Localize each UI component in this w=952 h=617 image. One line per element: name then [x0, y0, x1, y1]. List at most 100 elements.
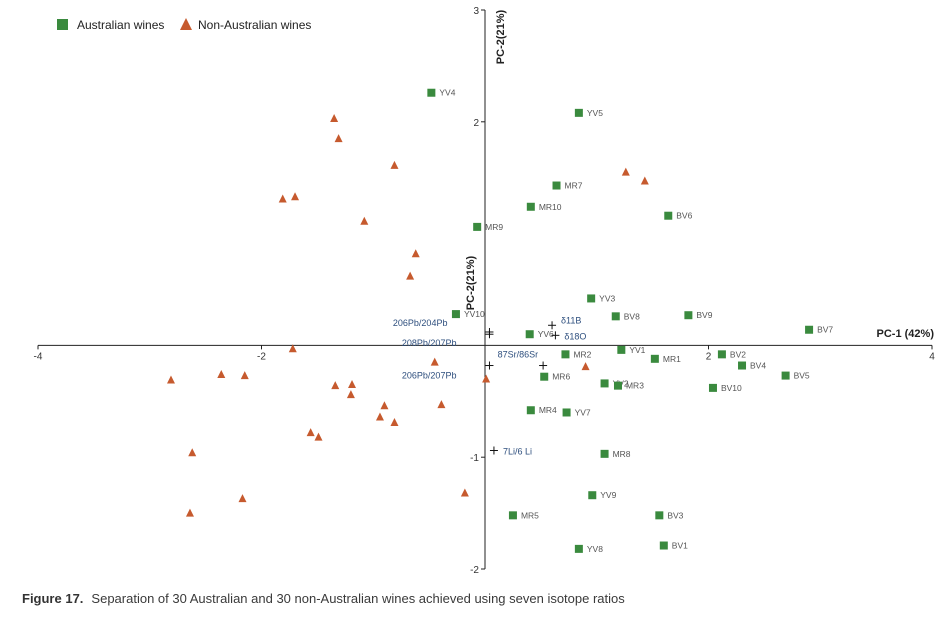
point-label: BV4: [750, 361, 766, 371]
vector-label: δ18O: [564, 331, 586, 341]
non-australian-point: [390, 160, 399, 169]
australian-point: [540, 372, 549, 381]
axes: [38, 10, 932, 569]
legend-label-australian: Australian wines: [77, 18, 164, 32]
point-label: MR7: [565, 181, 583, 191]
point-label: YV7: [575, 407, 591, 417]
x-tick-label: 2: [706, 351, 712, 362]
australian-point: [600, 379, 609, 388]
australian-point: [427, 88, 436, 97]
y-tick-label: -2: [470, 565, 479, 576]
point-label: YV6: [538, 329, 554, 339]
non-australian-point: [460, 488, 469, 497]
x-tick-label: -4: [34, 351, 43, 362]
non-australian-point: [360, 216, 369, 225]
non-australian-point: [291, 192, 300, 201]
point-label: BV8: [624, 311, 640, 321]
point-label: YV10: [464, 309, 485, 319]
non-australian-point: [314, 432, 323, 441]
non-australian-point: [288, 344, 297, 353]
y-axis-label-inner: PC-2(21%): [465, 255, 477, 310]
australian-point: [650, 354, 659, 363]
point-label: YV9: [600, 490, 616, 500]
non-australian-point: [380, 401, 389, 410]
figure-number: Figure 17.: [22, 591, 84, 606]
point-label: BV9: [696, 310, 712, 320]
point-label: MR1: [663, 354, 681, 364]
non-australian-point: [240, 371, 249, 380]
point-label: MR10: [539, 202, 562, 212]
legend-label-non-australian: Non-Australian wines: [198, 18, 311, 32]
data-markers: YV4 YV5 MR7 MR10 BV6 MR9 YV3 BV8 BV9 YV10 BV7 YV6 YV…: [166, 88, 833, 554]
point-label: YV1: [629, 345, 645, 355]
point-label: YV3: [599, 293, 615, 303]
point-label: BV5: [794, 371, 810, 381]
non-australian-point: [348, 380, 357, 389]
non-australian-point: [306, 428, 315, 437]
point-label: MR3: [626, 381, 644, 391]
australian-point: [717, 350, 726, 359]
non-australian-point: [331, 381, 340, 390]
non-australian-point: [581, 362, 590, 371]
australian-point: [611, 312, 620, 321]
y-tick-label: -1: [470, 453, 479, 464]
point-label: MR5: [521, 510, 539, 520]
point-label: YV4: [439, 88, 455, 98]
figure-caption: Figure 17. Separation of 30 Australian an…: [22, 591, 625, 606]
vector-label: 87Sr/86Sr: [498, 350, 539, 360]
point-label: YV5: [587, 108, 603, 118]
australian-point: [655, 511, 664, 520]
point-label: BV1: [672, 541, 688, 551]
australian-point: [684, 311, 693, 320]
australian-point: [526, 202, 535, 211]
australian-point: [525, 330, 534, 339]
australian-point: [552, 181, 561, 190]
x-tick-label: 4: [929, 351, 935, 362]
australian-point: [574, 108, 583, 117]
non-australian-point: [437, 400, 446, 409]
point-label: BV2: [730, 349, 746, 359]
non-australian-point: [375, 412, 384, 421]
vector-label: 7Li/6 Li: [503, 446, 532, 456]
non-australian-point: [640, 176, 649, 185]
non-australian-point: [278, 194, 287, 203]
australian-point: [708, 383, 717, 392]
vector-label: 206Pb/207Pb: [402, 371, 457, 381]
australian-point: [781, 371, 790, 380]
australian-point: [508, 511, 517, 520]
y-tick-label: 3: [473, 6, 479, 17]
y-axis-label: PC-2(21%): [495, 9, 507, 64]
non-australian-point: [346, 390, 355, 399]
axis-ticks: -4 -2 2 4 3 2 -1 -2: [34, 6, 936, 576]
legend-swatch-non-australian: [180, 18, 192, 30]
non-australian-point: [390, 418, 399, 427]
vector-label: 206Pb/204Pb: [393, 318, 448, 328]
legend: Australian wines Non-Australian wines: [57, 18, 311, 32]
non-australian-point: [185, 508, 194, 517]
non-australian-point: [188, 448, 197, 457]
point-label: BV3: [667, 510, 683, 520]
non-australian-point: [430, 357, 439, 366]
australian-point: [600, 449, 609, 458]
vector-label: δ11B: [561, 315, 581, 325]
x-tick-label: -2: [257, 351, 266, 362]
australian-point: [738, 361, 747, 370]
australian-point: [588, 491, 597, 500]
point-label: MR2: [573, 349, 591, 359]
non-australian-point: [482, 374, 491, 383]
point-label: MR6: [552, 372, 570, 382]
legend-swatch-australian: [57, 19, 68, 30]
non-australian-point: [406, 271, 415, 280]
y-tick-label: 2: [473, 118, 479, 129]
loading-vectors: 206Pb/204Pb 208Pb/207Pb δ11B δ18O 87Sr/86Sr 2…: [393, 315, 587, 456]
australian-point: [587, 294, 596, 303]
point-label: BV6: [676, 211, 692, 221]
point-label: MR8: [613, 449, 631, 459]
point-label: MR9: [485, 222, 503, 232]
australian-point: [574, 544, 583, 553]
australian-point: [617, 345, 626, 354]
non-australian-point: [238, 494, 247, 503]
non-australian-point: [334, 134, 343, 143]
point-label: YV8: [587, 544, 603, 554]
figure-caption-text: Separation of 30 Australian and 30 non-A…: [91, 591, 625, 606]
